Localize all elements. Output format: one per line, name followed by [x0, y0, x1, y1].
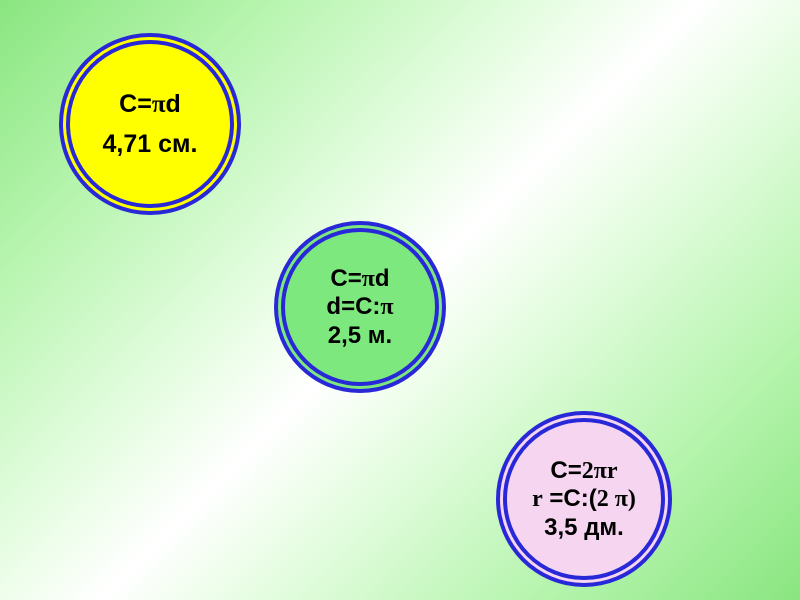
- value-line: 2,5 м.: [328, 322, 392, 350]
- formula-line-2: d=С:π: [326, 293, 393, 322]
- formula-line-1: С=2πr: [550, 457, 617, 486]
- pi-symbol: π: [380, 294, 393, 320]
- formula-prefix: С=: [550, 457, 581, 484]
- formula-line-2: r =С:(2 π): [532, 485, 636, 514]
- variable-r: r: [532, 486, 543, 512]
- formula-suffix: d: [375, 265, 390, 292]
- formula-suffix: d: [166, 90, 181, 118]
- pi-symbol: π: [362, 266, 375, 292]
- circle-green: С=πd d=С:π 2,5 м.: [281, 228, 439, 386]
- formula-suffix: ): [628, 486, 636, 512]
- value-line: 4,71 см.: [103, 130, 198, 159]
- pi-symbol: π: [152, 91, 166, 118]
- formula-serif: 2 π: [597, 486, 628, 512]
- formula-prefix: С=: [119, 90, 152, 118]
- value-line: 3,5 дм.: [544, 514, 624, 542]
- circle-yellow: С=πd 4,71 см.: [66, 40, 234, 208]
- formula-mid: =С:(: [543, 485, 597, 512]
- formula-line-1: С=πd: [330, 265, 389, 294]
- circle-pink: С=2πr r =С:(2 π) 3,5 дм.: [503, 418, 665, 580]
- formula-prefix: d=С:: [326, 293, 380, 320]
- formula-serif: 2πr: [582, 458, 618, 484]
- formula-line-1: С=πd: [119, 90, 181, 120]
- formula-prefix: С=: [330, 265, 361, 292]
